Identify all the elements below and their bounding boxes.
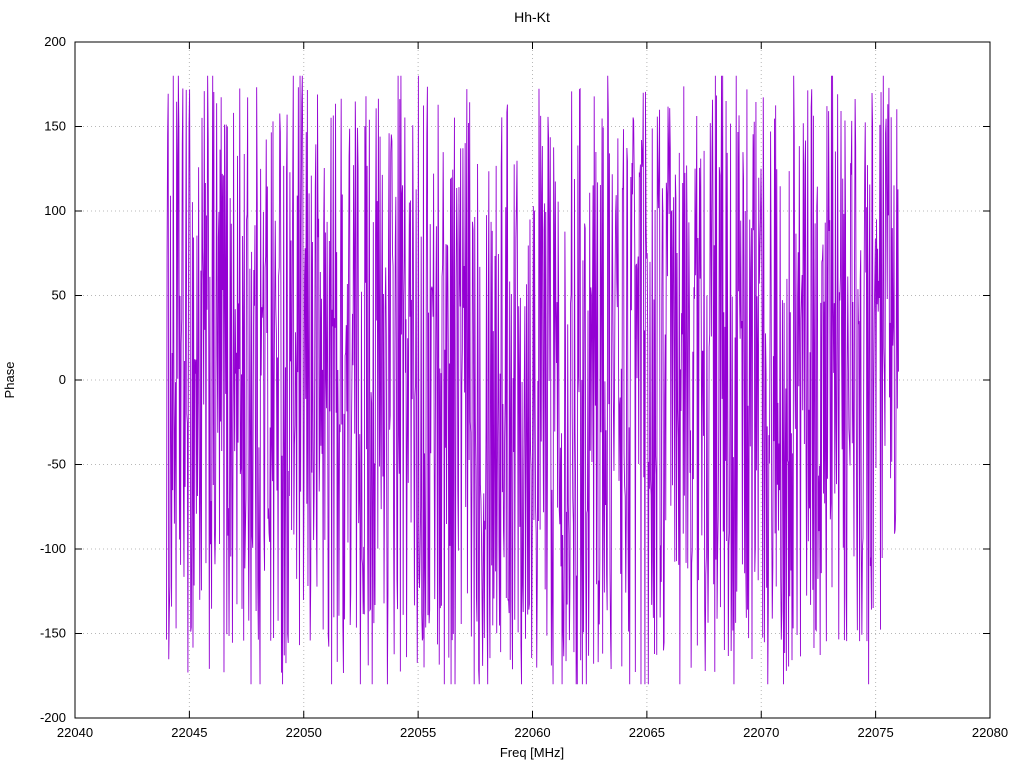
x-tick-label: 22045: [171, 725, 207, 740]
axis-ticks: 22040 22045 22050 22055 22060 22065 22070 22075…: [40, 34, 1008, 740]
y-tick-label: -100: [40, 541, 66, 556]
y-tick-label: -50: [47, 457, 66, 472]
y-tick-label: 150: [44, 119, 66, 134]
x-tick-label: 22080: [972, 725, 1008, 740]
y-tick-label: -200: [40, 710, 66, 725]
y-tick-label: -150: [40, 626, 66, 641]
y-axis-label: Phase: [2, 362, 17, 399]
plot-border: [74, 41, 991, 719]
x-tick-label: 22075: [858, 725, 894, 740]
x-tick-label: 22065: [629, 725, 665, 740]
y-tick-label: 50: [52, 288, 66, 303]
y-tick-label: 0: [59, 372, 66, 387]
x-tick-label: 22070: [743, 725, 779, 740]
x-tick-label: 22050: [286, 725, 322, 740]
y-tick-label: 100: [44, 203, 66, 218]
x-tick-label: 22060: [514, 725, 550, 740]
x-axis-label: Freq [MHz]: [500, 745, 564, 760]
data-series-line: [166, 75, 899, 685]
x-tick-label: 22055: [400, 725, 436, 740]
plot-title: Hh-Kt: [514, 9, 550, 25]
y-tick-label: 200: [44, 34, 66, 49]
x-tick-label: 22040: [57, 725, 93, 740]
